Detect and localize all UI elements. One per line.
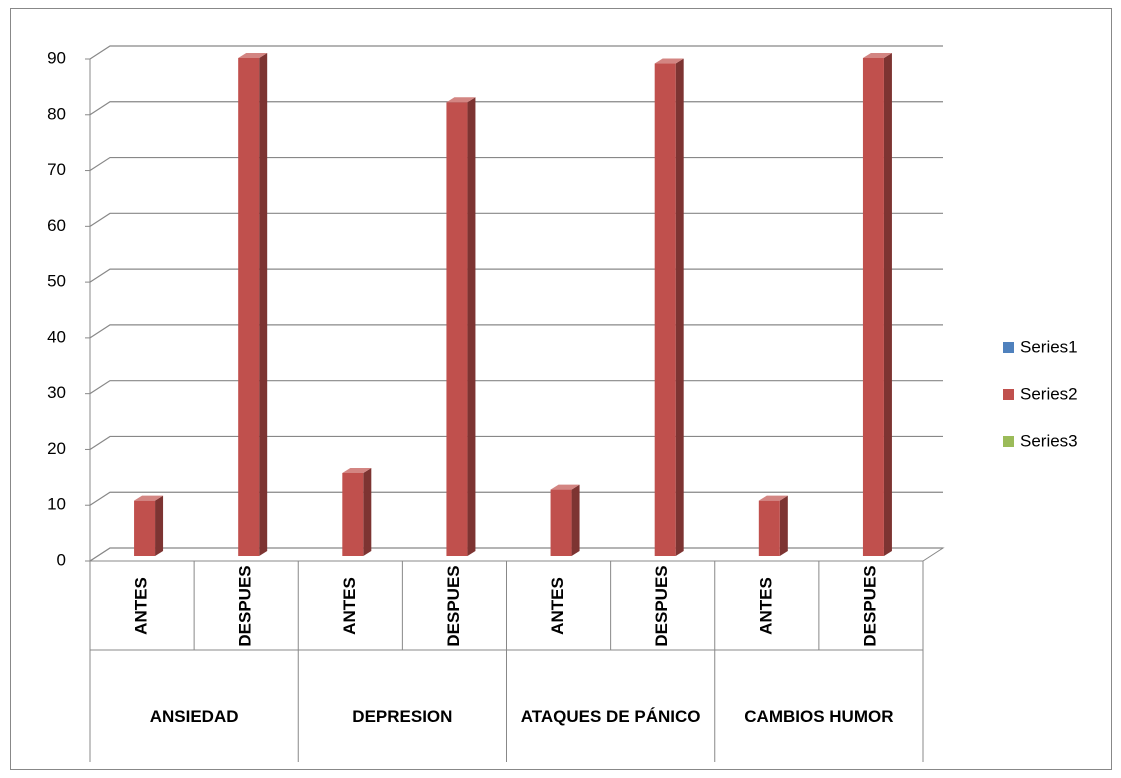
bar-top [446,97,476,103]
bar [654,58,684,557]
bar-side [883,53,892,556]
y-tick-label: 30 [47,383,66,402]
bar-side [779,495,788,556]
bar [550,484,580,556]
bar-front [654,63,676,557]
bar-top [342,468,372,473]
bar-top [654,58,684,64]
bar-top [238,53,268,58]
y-tick-label: 50 [47,272,66,291]
bar-top [550,484,580,490]
y-tick-label: 80 [47,104,66,123]
bar [134,495,164,556]
bar-front [342,473,364,556]
bar-side [363,468,372,556]
x-tick-label: ANTES [548,577,567,635]
x-tick-label: ANTES [340,577,359,635]
x-tick-label: ANTES [132,577,151,635]
bar [758,495,788,556]
y-tick-label: 40 [47,327,66,346]
x-tick-label: ANTES [756,577,775,635]
group-label: ANSIEDAD [149,707,239,726]
x-tick-label: DESPUES [236,565,255,646]
bar-front [238,58,260,556]
group-label: ATAQUES DE PÁNICO [520,707,701,726]
chart-border [10,8,1112,770]
bar-front [134,500,156,556]
bar [342,468,372,556]
bar-side [259,53,268,556]
bar [862,53,892,556]
legend-label: Series2 [1020,384,1078,403]
bar-top [134,495,164,501]
bar-front [758,500,780,556]
y-tick-label: 60 [47,216,66,235]
bar-front [862,58,884,556]
bar-side [571,484,580,556]
bar-side [155,495,164,556]
bar-side [467,97,476,557]
bar-side [675,58,684,557]
bar [238,53,268,556]
legend-swatch [1003,389,1014,400]
y-tick-label: 70 [47,160,66,179]
y-tick-label: 10 [47,495,66,514]
x-tick-label: DESPUES [860,565,879,646]
group-label: DEPRESION [352,707,453,726]
y-tick-label: 0 [57,550,66,569]
y-tick-label: 20 [47,439,66,458]
grid-line [89,45,943,60]
x-tick-label: DESPUES [444,565,463,646]
bar [446,97,476,557]
bar-top [758,495,788,501]
legend-swatch [1003,342,1014,353]
bar-front [550,489,572,556]
y-tick-label: 90 [47,48,66,67]
legend-label: Series3 [1020,431,1078,450]
legend-label: Series1 [1020,337,1078,356]
group-label: CAMBIOS HUMOR [744,707,894,726]
x-tick-label: DESPUES [652,565,671,646]
legend-swatch [1003,436,1014,447]
bar-top [862,53,892,58]
bar-front [446,102,468,557]
